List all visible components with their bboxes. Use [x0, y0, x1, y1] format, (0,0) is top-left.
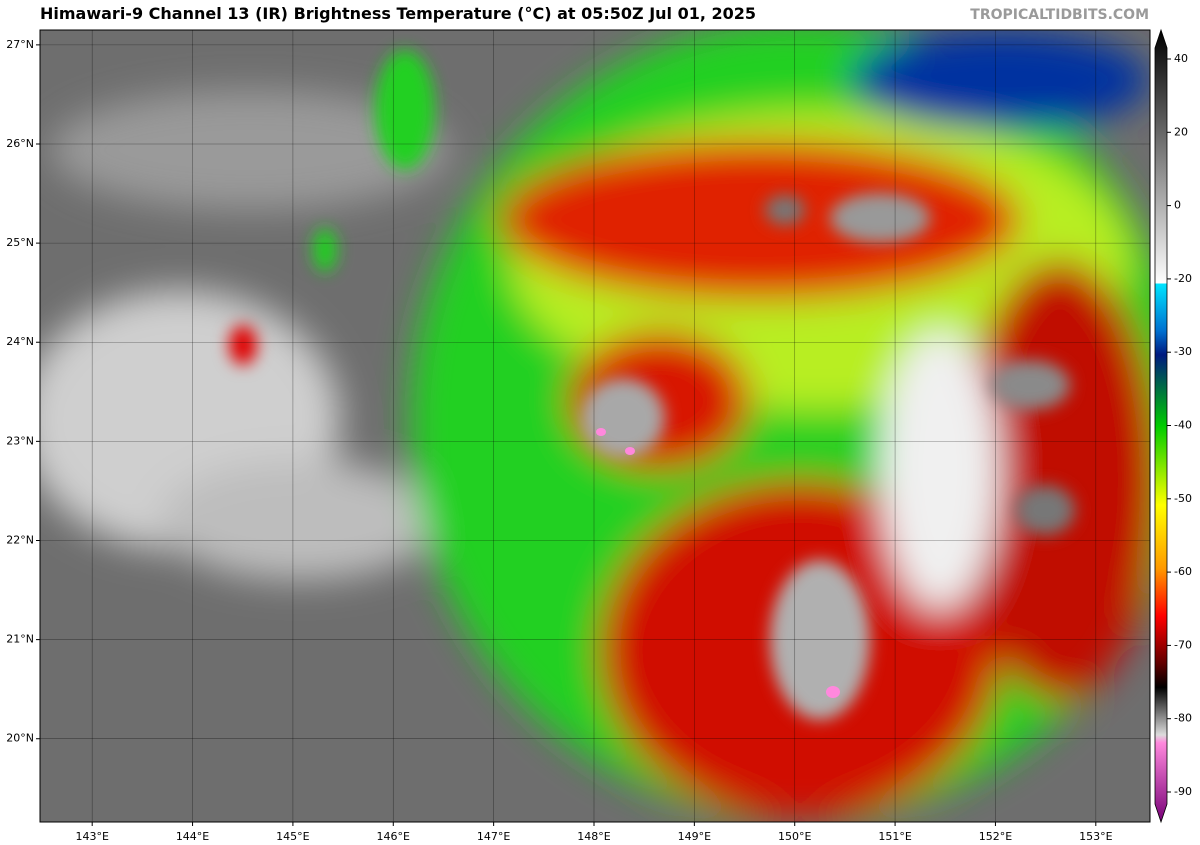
- colorbar-tick-label: -50: [1174, 492, 1192, 505]
- colorbar-tick-label: -40: [1174, 419, 1192, 432]
- satellite-imagery: [40, 30, 1150, 822]
- lat-tick-label: 24°N: [6, 335, 34, 348]
- lat-tick-label: 27°N: [6, 38, 34, 51]
- map-frame: [39, 29, 1151, 823]
- title: Himawari-9 Channel 13 (IR) Brightness Te…: [40, 4, 756, 23]
- colorbar-tick-label: -20: [1174, 272, 1192, 285]
- lon-tick-label: 153°E: [1079, 830, 1112, 843]
- lat-tick-label: 21°N: [6, 633, 34, 646]
- lat-tick-label: 22°N: [6, 533, 34, 546]
- colorbar-tick-label: -60: [1174, 565, 1192, 578]
- lat-tick-label: 20°N: [6, 732, 34, 745]
- colorbar-tick-label: 40: [1174, 52, 1188, 65]
- colorbar-tick-label: -90: [1174, 785, 1192, 798]
- credit: TROPICALTIDBITS.COM: [970, 7, 1149, 23]
- lat-tick-label: 26°N: [6, 137, 34, 150]
- lon-tick-label: 145°E: [276, 830, 309, 843]
- lon-tick-label: 150°E: [778, 830, 811, 843]
- colorbar-tick-label: -80: [1174, 712, 1192, 725]
- colorbar-tick-label: -70: [1174, 638, 1192, 651]
- lon-tick-label: 143°E: [75, 830, 108, 843]
- lon-tick-label: 149°E: [678, 830, 711, 843]
- lon-tick-label: 146°E: [377, 830, 410, 843]
- colorbar-tick-label: 0: [1174, 199, 1181, 212]
- lon-tick-label: 152°E: [979, 830, 1012, 843]
- colorbar-tick-label: -30: [1174, 345, 1192, 358]
- lat-tick-label: 23°N: [6, 434, 34, 447]
- colorbar: [1154, 28, 1168, 824]
- lat-tick-label: 25°N: [6, 236, 34, 249]
- lon-tick-label: 147°E: [477, 830, 510, 843]
- lon-tick-label: 151°E: [878, 830, 911, 843]
- lon-tick-label: 144°E: [176, 830, 209, 843]
- colorbar-tick-label: 20: [1174, 125, 1188, 138]
- lon-tick-label: 148°E: [577, 830, 610, 843]
